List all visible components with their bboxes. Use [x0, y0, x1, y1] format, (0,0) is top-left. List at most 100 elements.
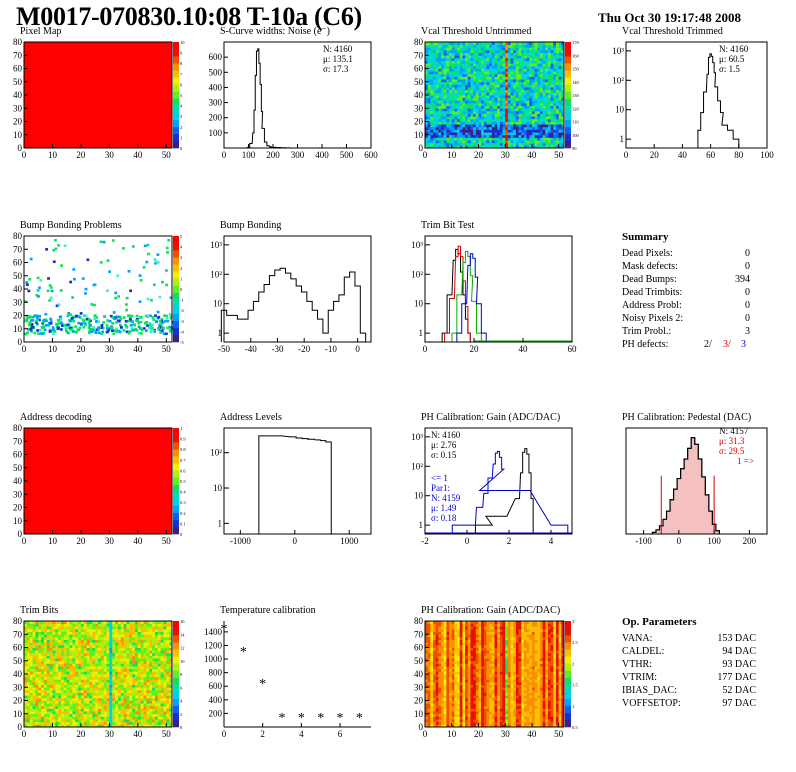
map-cell: [86, 697, 90, 701]
map-cell: [459, 121, 463, 125]
map-cell: [103, 636, 107, 640]
map-cell: [473, 142, 477, 146]
map-cell: [115, 327, 119, 331]
map-cell: [35, 628, 39, 632]
map-cell: [459, 113, 463, 117]
map-cell: [425, 137, 429, 141]
map-cell: [475, 84, 479, 88]
map-cell: [163, 703, 167, 707]
vcal-untrimmed-title: Vcal Threshold Untrimmed: [421, 26, 531, 37]
map-cell: [446, 76, 450, 80]
map-cell: [124, 319, 128, 323]
map-cell: [115, 666, 119, 670]
map-cell: [518, 121, 522, 125]
map-cell: [137, 679, 142, 683]
map-cell: [459, 145, 463, 149]
map-cell: [494, 92, 498, 96]
map-cell: [166, 679, 170, 683]
row-label: Address Probl:: [622, 300, 682, 311]
map-cell: [120, 708, 125, 712]
map-cell: [542, 97, 546, 101]
map-cell: [507, 89, 511, 93]
palette-label: -3: [180, 319, 184, 324]
map-cell: [539, 65, 544, 69]
map-cell: [38, 676, 42, 680]
map-cell: [537, 124, 541, 128]
map-cell: [135, 628, 139, 632]
map-cell: [86, 684, 90, 688]
map-cell: [123, 721, 127, 725]
map-cell: [443, 121, 447, 125]
map-cell: [163, 631, 167, 635]
map-cell: [470, 132, 474, 136]
map-cell: [34, 319, 38, 323]
map-cell: [539, 44, 544, 48]
address-decoding-title: Address decoding: [20, 412, 92, 423]
map-cell: [430, 76, 434, 80]
map-cell: [41, 636, 45, 640]
map-cell: [87, 326, 91, 330]
map-cell: [115, 321, 118, 324]
map-cell: [427, 129, 431, 133]
map-cell: [561, 81, 565, 85]
map-cell: [160, 647, 164, 651]
map-cell: [63, 705, 68, 709]
map-cell: [473, 100, 477, 104]
map-cell: [446, 87, 450, 91]
map-cell: [513, 132, 517, 136]
map-cell: [449, 105, 453, 109]
map-cell: [67, 311, 71, 315]
map-cell: [491, 71, 495, 75]
map-cell: [143, 650, 147, 654]
map-cell: [467, 132, 471, 136]
map-cell: [502, 42, 506, 46]
map-cell: [135, 689, 139, 693]
map-cell: [43, 674, 48, 678]
map-cell: [513, 116, 517, 120]
map-cell: [502, 79, 506, 83]
map-cell: [138, 274, 142, 277]
map-cell: [100, 626, 105, 630]
map-cell: [449, 132, 453, 136]
map-cell: [430, 73, 434, 77]
stat-line: σ: 29.5: [719, 446, 745, 456]
map-cell: [523, 42, 527, 46]
map-cell: [489, 108, 493, 112]
map-cell: [92, 681, 96, 685]
map-cell: [80, 639, 85, 643]
map-cell: [478, 68, 482, 72]
map-cell: [526, 84, 530, 88]
map-cell: [92, 636, 96, 640]
map-cell: [32, 679, 36, 683]
map-cell: [63, 684, 68, 688]
map-cell: [29, 719, 33, 723]
map-cell: [35, 681, 39, 685]
map-cell: [545, 71, 549, 75]
y-tick-label: 20: [13, 117, 23, 127]
map-cell: [425, 113, 429, 117]
map-cell: [555, 134, 560, 138]
map-cell: [459, 102, 463, 106]
map-cell: [69, 681, 73, 685]
map-cell: [555, 63, 560, 67]
map-cell: [513, 137, 517, 141]
map-cell: [441, 63, 445, 67]
map-cell: [142, 266, 146, 269]
map-cell: [478, 49, 482, 53]
palette-step: [173, 243, 179, 251]
map-cell: [454, 49, 458, 53]
map-cell: [66, 668, 70, 672]
map-cell: [89, 671, 93, 675]
map-cell: [166, 631, 170, 635]
map-cell: [467, 105, 471, 109]
map-cell: [160, 634, 164, 638]
map-cell: [449, 73, 453, 77]
map-cell: [166, 668, 170, 672]
map-cell: [462, 132, 466, 136]
map-cell: [446, 113, 450, 117]
map-cell: [502, 55, 506, 59]
map-cell: [507, 52, 511, 56]
map-cell: [126, 711, 130, 715]
